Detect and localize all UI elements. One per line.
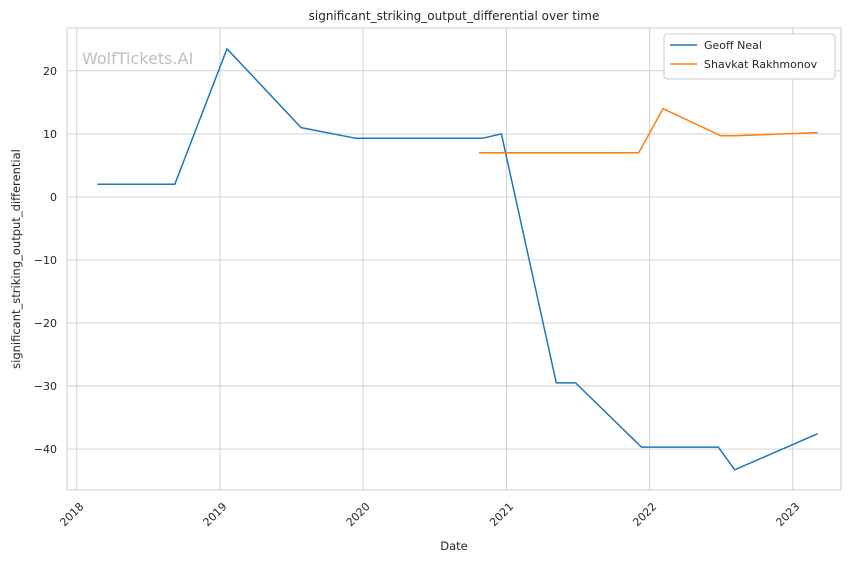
series-lines [97, 48, 818, 471]
y-tick-label: −20 [34, 317, 57, 330]
y-tick-label: 0 [50, 191, 57, 204]
legend-box [663, 33, 836, 80]
y-tick-labels: 20 10 0 −10 −20 −30 −40 [34, 65, 57, 456]
y-tick-label: −30 [34, 380, 57, 393]
y-tick-label: 10 [43, 128, 57, 141]
legend-label-1: Geoff Neal [704, 39, 762, 52]
plot-area [66, 27, 842, 491]
y-tick-label: −10 [34, 254, 57, 267]
y-axis-label: significant_striking_output_differential [9, 149, 23, 369]
chart-title: significant_striking_output_differential… [309, 9, 600, 23]
series-line-2 [478, 107, 818, 154]
series-line-1 [97, 48, 818, 471]
watermark: WolfTickets.AI [82, 49, 193, 68]
legend: Geoff Neal Shavkat Rakhmonov [663, 33, 836, 80]
legend-label-2: Shavkat Rakhmonov [704, 58, 818, 71]
y-tick-label: 20 [43, 65, 57, 78]
x-axis-label: Date [440, 539, 468, 553]
y-tick-label: −40 [34, 443, 57, 456]
